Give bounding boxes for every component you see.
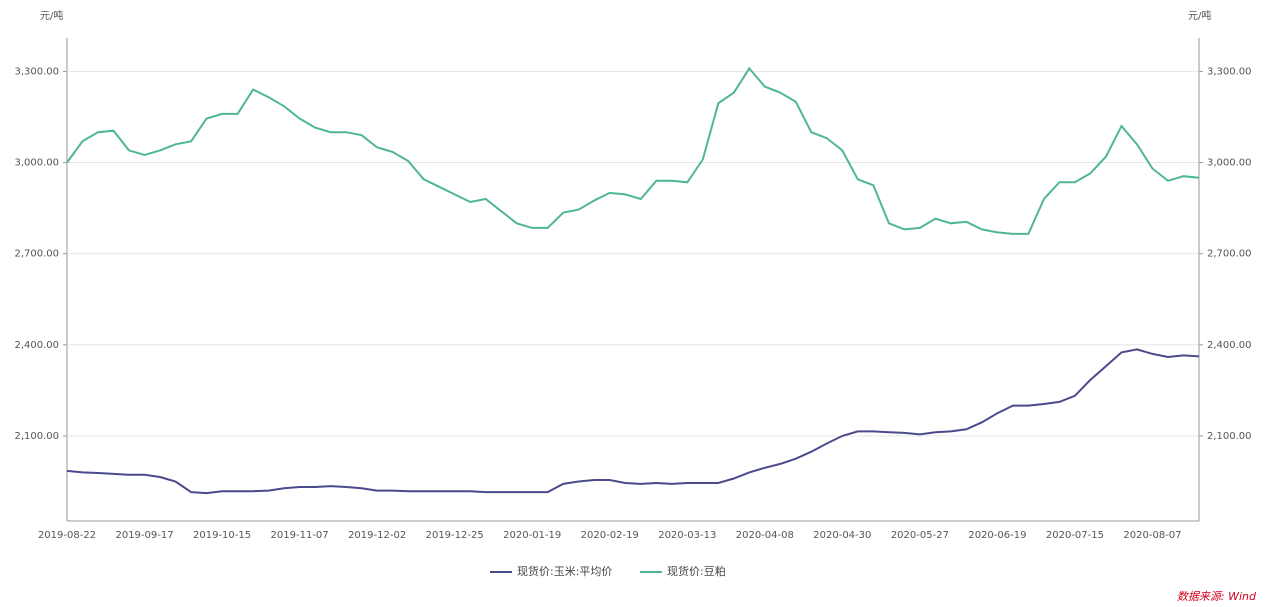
y2-tick-label: 2,700.00 xyxy=(1207,249,1252,260)
x-tick-label: 2020-02-19 xyxy=(581,530,639,541)
y-tick-label: 2,700.00 xyxy=(14,249,59,260)
x-tick-label: 2020-08-07 xyxy=(1123,530,1181,541)
source: 数据来源: Wind xyxy=(1177,590,1257,603)
y2-tick-label: 3,000.00 xyxy=(1207,158,1252,169)
x-tick-label: 2020-04-30 xyxy=(813,530,871,541)
x-tick-label: 2019-12-02 xyxy=(348,530,406,541)
y-tick-label: 2,100.00 xyxy=(14,431,59,442)
x-tick-label: 2019-09-17 xyxy=(115,530,173,541)
x-tick-label: 2020-03-13 xyxy=(658,530,716,541)
line-series xyxy=(66,348,1200,495)
y-axis-title: 元/吨 xyxy=(40,9,63,22)
x-tick-label: 2019-10-15 xyxy=(193,530,251,541)
legend-label: 现货价:豆粕 xyxy=(667,564,726,578)
y2-tick-label: 2,100.00 xyxy=(1207,431,1252,442)
y2-axis-title: 元/吨 xyxy=(1188,9,1211,22)
x-tick-label: 2020-07-15 xyxy=(1046,530,1104,541)
x-tick-label: 2020-01-19 xyxy=(503,530,561,541)
line-series xyxy=(66,66,1200,235)
y-tick-label: 3,000.00 xyxy=(14,158,59,169)
x-tick-label: 2020-06-19 xyxy=(968,530,1026,541)
x-tick-label: 2020-05-27 xyxy=(891,530,949,541)
x-tick-label: 2019-11-07 xyxy=(271,530,329,541)
x-tick-label: 2020-04-08 xyxy=(736,530,794,541)
y2-tick-label: 2,400.00 xyxy=(1207,340,1252,351)
y-tick-label: 3,300.00 xyxy=(14,66,59,77)
legend-label: 现货价:玉米:平均价 xyxy=(517,564,612,578)
x-tick-label: 2019-08-22 xyxy=(38,530,96,541)
y-tick-label: 2,400.00 xyxy=(14,340,59,351)
y2-tick-label: 3,300.00 xyxy=(1207,66,1252,77)
x-tick-label: 2019-12-25 xyxy=(426,530,484,541)
